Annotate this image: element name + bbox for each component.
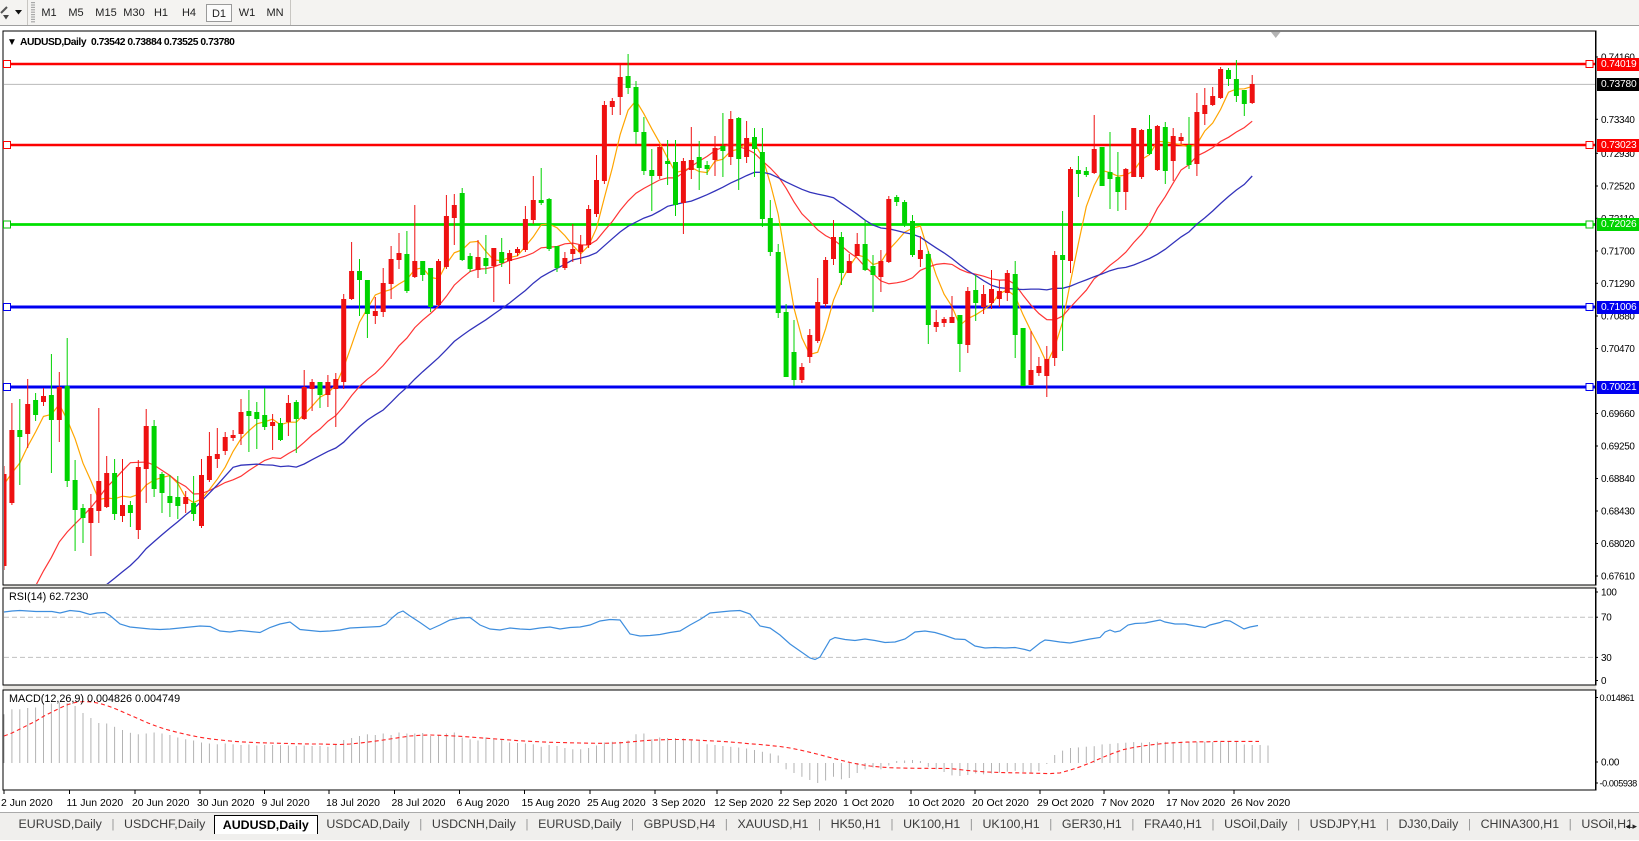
- svg-text:29 Oct 2020: 29 Oct 2020: [1037, 798, 1094, 809]
- svg-text:AUDUSD,Daily 0.73542 0.73884: AUDUSD,Daily 0.73542 0.73884 0.73525 0.7…: [20, 37, 235, 48]
- svg-text:30: 30: [1601, 653, 1612, 664]
- svg-text:RSI(14) 62.7230: RSI(14) 62.7230: [9, 591, 88, 603]
- svg-text:0.71290: 0.71290: [1601, 279, 1635, 290]
- svg-text:0: 0: [1601, 676, 1607, 687]
- svg-text:0.73340: 0.73340: [1601, 115, 1635, 126]
- svg-text:0.68840: 0.68840: [1601, 474, 1635, 485]
- svg-text:MACD(12,26,9) 0.004826 0.00474: MACD(12,26,9) 0.004826 0.004749: [9, 693, 180, 705]
- svg-text:0.72520: 0.72520: [1601, 182, 1635, 193]
- svg-text:100: 100: [1601, 588, 1617, 599]
- svg-text:12 Sep 2020: 12 Sep 2020: [714, 798, 773, 809]
- svg-text:0.00: 0.00: [1601, 758, 1620, 769]
- svg-text:17 Nov 2020: 17 Nov 2020: [1166, 798, 1225, 809]
- svg-text:18 Jul 2020: 18 Jul 2020: [326, 798, 380, 809]
- svg-text:20 Oct 2020: 20 Oct 2020: [972, 798, 1029, 809]
- svg-text:0.69660: 0.69660: [1601, 409, 1635, 420]
- svg-text:70: 70: [1601, 613, 1612, 624]
- svg-text:28 Jul 2020: 28 Jul 2020: [392, 798, 446, 809]
- svg-text:0.67610: 0.67610: [1601, 572, 1635, 583]
- svg-text:1 Oct 2020: 1 Oct 2020: [843, 798, 894, 809]
- svg-text:30 Jun 2020: 30 Jun 2020: [197, 798, 255, 809]
- svg-text:0.70470: 0.70470: [1601, 344, 1635, 355]
- svg-text:20 Jun 2020: 20 Jun 2020: [132, 798, 190, 809]
- svg-text:0.72930: 0.72930: [1601, 149, 1635, 160]
- svg-text:0.69250: 0.69250: [1601, 442, 1635, 453]
- svg-text:▼: ▼: [7, 37, 17, 48]
- svg-text:10 Oct 2020: 10 Oct 2020: [908, 798, 965, 809]
- svg-text:0.70880: 0.70880: [1601, 312, 1635, 323]
- svg-text:22 Sep 2020: 22 Sep 2020: [778, 798, 837, 809]
- svg-text:11 Jun 2020: 11 Jun 2020: [67, 798, 124, 809]
- svg-text:25 Aug 2020: 25 Aug 2020: [587, 798, 646, 809]
- svg-text:0.71700: 0.71700: [1601, 247, 1635, 258]
- svg-text:9 Jul 2020: 9 Jul 2020: [262, 798, 310, 809]
- svg-text:6 Aug 2020: 6 Aug 2020: [457, 798, 510, 809]
- svg-text:0.68430: 0.68430: [1601, 507, 1635, 518]
- svg-text:7 Nov 2020: 7 Nov 2020: [1101, 798, 1155, 809]
- svg-text:3 Sep 2020: 3 Sep 2020: [652, 798, 706, 809]
- svg-text:-0.005938: -0.005938: [1600, 779, 1638, 789]
- svg-text:26 Nov 2020: 26 Nov 2020: [1231, 798, 1290, 809]
- svg-text:0.014861: 0.014861: [1600, 693, 1635, 703]
- svg-text:15 Aug 2020: 15 Aug 2020: [522, 798, 581, 809]
- svg-text:0.68020: 0.68020: [1601, 539, 1635, 550]
- svg-text:2 Jun 2020: 2 Jun 2020: [1, 798, 53, 809]
